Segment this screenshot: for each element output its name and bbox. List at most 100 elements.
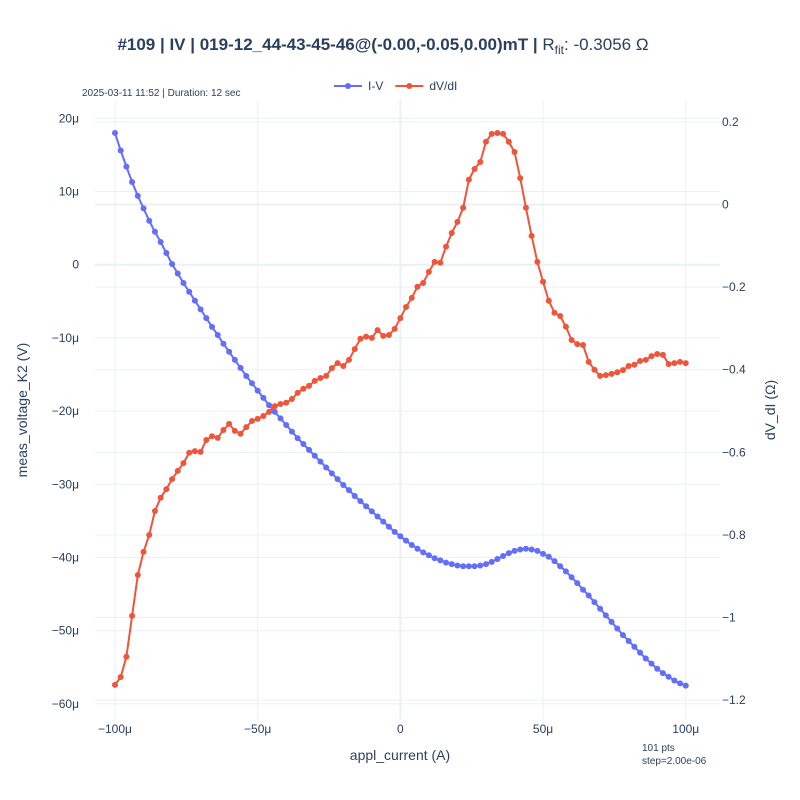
data-point — [260, 412, 267, 419]
data-point — [477, 158, 484, 165]
data-point — [534, 258, 541, 265]
data-point — [551, 309, 558, 316]
data-point — [511, 547, 518, 554]
legend: I-V dV/dI — [334, 79, 457, 93]
data-point — [180, 279, 187, 286]
data-point — [562, 323, 569, 330]
data-point — [345, 356, 352, 363]
data-point — [631, 643, 638, 650]
data-point — [306, 382, 313, 389]
data-point — [677, 358, 684, 365]
chart-title: #109 | IV | 019-12_44-43-45-46@(-0.00,-0… — [117, 35, 648, 57]
data-point — [448, 230, 455, 237]
title-subscript: fit — [555, 43, 565, 57]
data-point — [591, 599, 598, 606]
data-point — [294, 389, 301, 396]
x-tick-label: −50μ — [244, 722, 271, 736]
data-point — [283, 399, 290, 406]
data-point — [540, 550, 547, 557]
data-point — [111, 681, 118, 688]
data-point — [522, 204, 529, 211]
data-point — [654, 351, 661, 358]
data-point — [448, 561, 455, 568]
data-point — [482, 561, 489, 568]
data-point — [385, 332, 392, 339]
data-point — [283, 422, 290, 429]
data-point — [248, 417, 255, 424]
data-point — [431, 258, 438, 265]
data-point — [631, 361, 638, 368]
data-point — [597, 605, 604, 612]
data-point — [465, 176, 472, 183]
data-point — [637, 358, 644, 365]
data-point — [368, 334, 375, 341]
data-point — [151, 228, 158, 235]
data-point — [151, 507, 158, 514]
data-point — [374, 327, 381, 334]
data-point — [117, 674, 124, 681]
data-point — [665, 673, 672, 680]
data-point — [123, 163, 130, 170]
data-point — [425, 552, 432, 559]
data-point — [288, 428, 295, 435]
data-point — [659, 351, 666, 358]
data-point — [465, 563, 472, 570]
y2-tick-label: −0.4 — [722, 363, 746, 377]
data-point — [585, 592, 592, 599]
data-point — [614, 369, 621, 376]
y-tick-label: −40μ — [52, 550, 79, 564]
y2-axis-label: dV_dI (Ω) — [762, 380, 778, 440]
title-symbol: R — [542, 35, 554, 54]
data-point — [517, 175, 524, 182]
data-point — [197, 448, 204, 455]
data-point — [637, 649, 644, 656]
data-point — [568, 574, 575, 581]
y2-tick-label: −0.8 — [722, 528, 746, 542]
data-point — [437, 557, 444, 564]
data-point — [340, 363, 347, 370]
data-point — [169, 260, 176, 267]
data-point — [351, 493, 358, 500]
data-point — [174, 467, 181, 474]
y-tick-label: −10μ — [52, 331, 79, 345]
data-point — [111, 129, 118, 136]
data-point — [340, 482, 347, 489]
data-point — [505, 550, 512, 557]
data-point — [191, 297, 198, 304]
data-point — [608, 370, 615, 377]
data-point — [511, 149, 518, 156]
data-point — [619, 367, 626, 374]
data-point — [243, 372, 250, 379]
data-point — [460, 563, 467, 570]
data-point — [642, 655, 649, 662]
data-point — [385, 523, 392, 530]
data-point — [682, 360, 689, 367]
data-point — [551, 558, 558, 565]
data-point — [420, 279, 427, 286]
data-point — [300, 385, 307, 392]
data-point — [254, 387, 261, 394]
data-point — [380, 518, 387, 525]
data-point — [591, 366, 598, 373]
data-point — [602, 612, 609, 619]
data-point — [437, 259, 444, 266]
data-point — [488, 130, 495, 137]
data-point — [580, 341, 587, 348]
data-point — [334, 360, 341, 367]
annotation: 2025-03-11 11:52 | Duration: 12 sec — [82, 88, 240, 99]
data-point — [574, 341, 581, 348]
y-tick-label: 10μ — [59, 184, 79, 198]
data-point — [540, 278, 547, 285]
data-point — [226, 348, 233, 355]
data-point — [671, 677, 678, 684]
annotation: 101 pts — [642, 743, 675, 754]
data-point — [163, 486, 170, 493]
data-point — [557, 563, 564, 570]
data-point — [363, 503, 370, 510]
y2-tick-label: 0.2 — [722, 115, 739, 129]
data-point — [500, 130, 507, 137]
data-point — [471, 165, 478, 172]
data-point — [500, 553, 507, 560]
y-axis-label: meas_voltage_K2 (V) — [14, 343, 30, 478]
data-point — [528, 232, 535, 239]
